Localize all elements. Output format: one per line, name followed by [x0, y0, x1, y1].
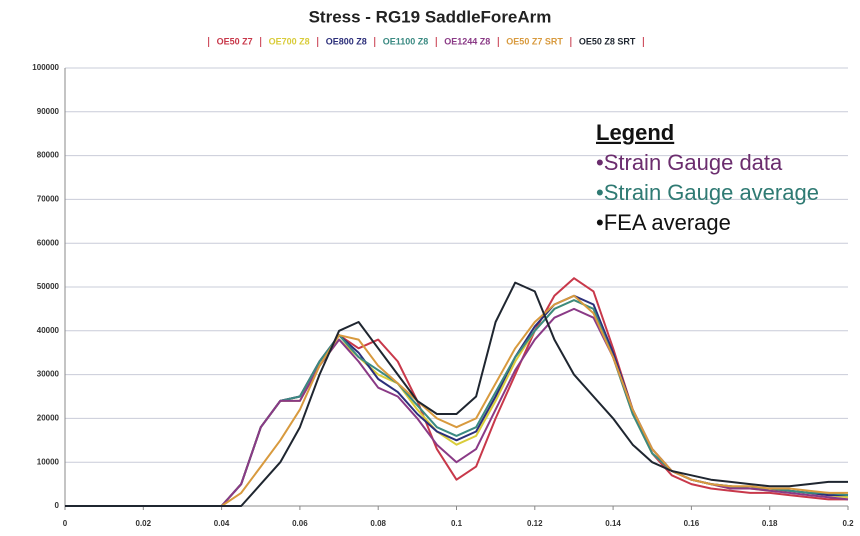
legend-label: OE700 Z8 [269, 36, 310, 46]
x-tick-label: 0.06 [292, 519, 308, 528]
chart-title: Stress - RG19 SaddleForeArm [309, 7, 552, 26]
legend: OE50 Z7 OE700 Z8 OE800 Z8 OE1100 Z8 OE1244 Z… [208, 36, 644, 47]
y-tick-label: 80000 [37, 151, 60, 160]
x-tick-label: 0.04 [214, 519, 230, 528]
y-tick-label: 10000 [37, 457, 60, 466]
y-tick-label: 50000 [37, 282, 60, 291]
x-tick-label: 0 [63, 519, 68, 528]
x-tick-label: 0.1 [451, 519, 463, 528]
y-tick-label: 90000 [37, 107, 60, 116]
x-tick-label: 0.08 [370, 519, 386, 528]
y-tick-label: 0 [55, 501, 60, 510]
legend-label: OE50 Z8 SRT [579, 36, 636, 46]
x-tick-label: 0.18 [762, 519, 778, 528]
series-line [65, 277, 848, 507]
x-tick-label: 0.12 [527, 519, 543, 528]
series-line [65, 281, 848, 507]
annotation: Legend [596, 120, 674, 145]
legend-label: OE1100 Z8 [383, 36, 429, 46]
annotation: •FEA average [596, 210, 731, 235]
legend-label: OE800 Z8 [326, 36, 367, 46]
y-tick-label: 30000 [37, 370, 60, 379]
legend-label: OE50 Z7 [217, 36, 253, 46]
x-tick-label: 0.2 [842, 519, 854, 528]
y-tick-label: 60000 [37, 238, 60, 247]
annotation: •Strain Gauge average [596, 180, 819, 205]
y-tick-label: 100000 [32, 63, 59, 72]
legend-label: OE50 Z7 SRT [506, 36, 563, 46]
series-line [65, 307, 849, 507]
series-line [65, 294, 848, 507]
y-tick-label: 40000 [37, 326, 60, 335]
y-tick-label: 70000 [37, 195, 60, 204]
x-tick-label: 0.14 [605, 519, 621, 528]
annotation: •Strain Gauge data [596, 150, 783, 175]
x-tick-label: 0.16 [684, 519, 700, 528]
x-tick-label: 0.02 [136, 519, 152, 528]
series-line [65, 294, 848, 507]
y-tick-label: 20000 [37, 414, 60, 423]
legend-label: OE1244 Z8 [444, 36, 490, 46]
